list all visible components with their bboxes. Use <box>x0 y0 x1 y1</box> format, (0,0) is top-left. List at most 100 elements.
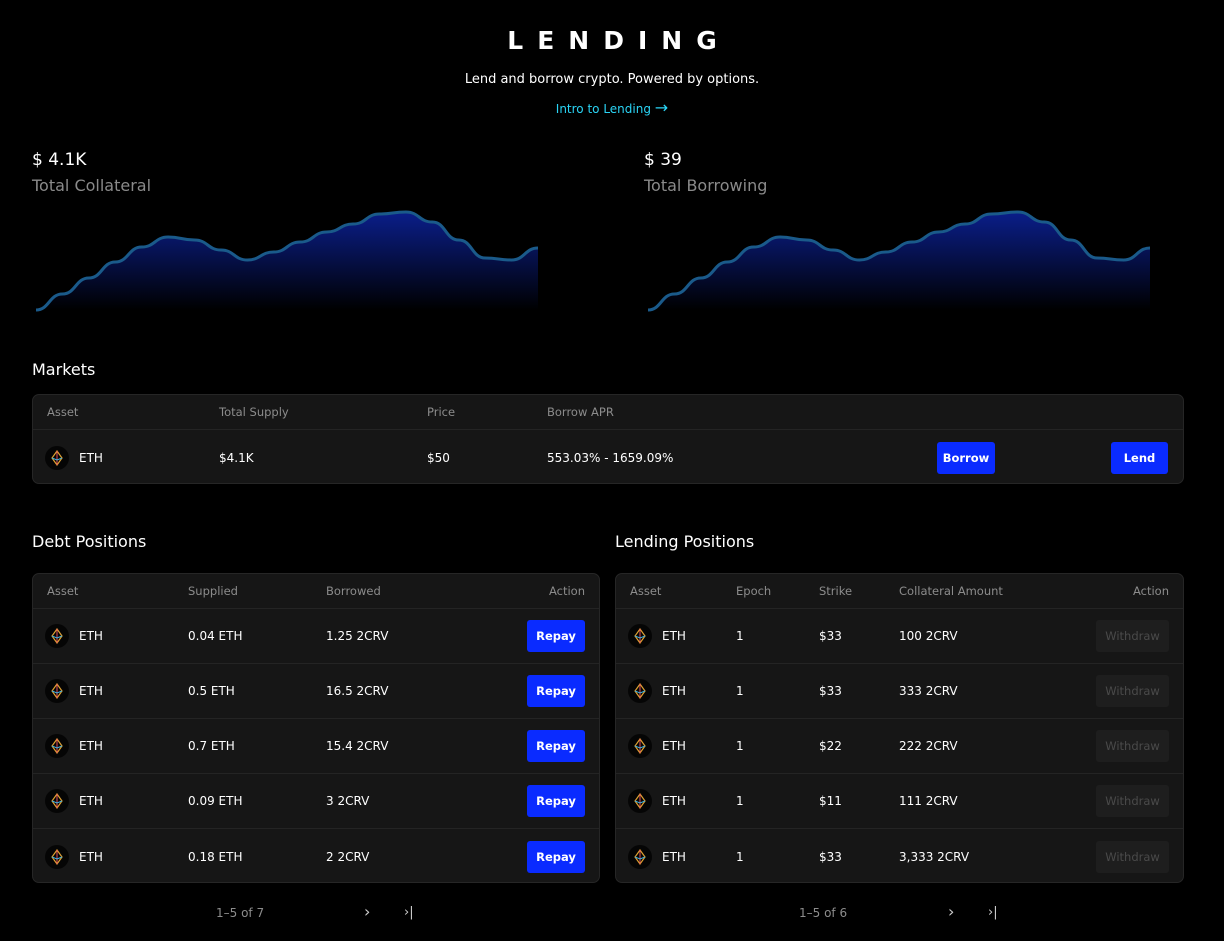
repay-button[interactable]: Repay <box>527 840 585 873</box>
strike: $33 <box>819 684 842 698</box>
stat-label: Total Collateral <box>32 176 152 195</box>
repay-button[interactable]: Repay <box>527 620 585 652</box>
withdraw-button[interactable]: Withdraw <box>1096 785 1169 817</box>
markets-table: Asset Total Supply Price Borrow APR ETH … <box>32 394 1184 484</box>
borrow-button[interactable]: Borrow <box>937 441 995 474</box>
epoch: 1 <box>736 794 744 808</box>
borrowed: 3 2CRV <box>326 794 370 808</box>
borrow-apr: 553.03% - 1659.09% <box>547 450 674 465</box>
table-row: ETH 0.04 ETH 1.25 2CRV Repay <box>33 609 599 664</box>
eth-icon <box>628 624 652 648</box>
epoch: 1 <box>736 849 744 864</box>
table-header: Asset Supplied Borrowed Action <box>33 574 599 609</box>
withdraw-button[interactable]: Withdraw <box>1096 620 1169 652</box>
col-asset: Asset <box>47 405 79 419</box>
withdraw-button[interactable]: Withdraw <box>1096 730 1169 762</box>
eth-icon <box>628 789 652 813</box>
eth-icon <box>628 734 652 758</box>
col-price: Price <box>427 405 456 419</box>
table-row: ETH $4.1K $50 553.03% - 1659.09% Borrow … <box>33 430 1183 483</box>
repay-button[interactable]: Repay <box>527 785 585 817</box>
strike: $33 <box>819 629 842 643</box>
amount: 100 2CRV <box>899 629 958 643</box>
withdraw-button[interactable]: Withdraw <box>1096 840 1169 873</box>
lend-button[interactable]: Lend <box>1111 441 1168 474</box>
eth-icon <box>628 679 652 703</box>
asset: ETH <box>662 794 686 808</box>
asset: ETH <box>662 629 686 643</box>
repay-button[interactable]: Repay <box>527 730 585 762</box>
eth-icon <box>628 844 652 869</box>
stat-total-borrowing: $ 39 Total Borrowing <box>644 150 767 195</box>
eth-icon <box>45 844 69 869</box>
table-row: ETH 1 $11 111 2CRV Withdraw <box>616 774 1183 829</box>
sparkline-line <box>35 210 539 312</box>
lending-positions-title: Lending Positions <box>615 532 755 551</box>
col-total-supply: Total Supply <box>219 405 289 419</box>
next-page-icon[interactable]: › <box>948 902 955 921</box>
col-borrowed: Borrowed <box>326 584 381 598</box>
strike: $22 <box>819 739 842 753</box>
lending-positions-table: Asset Epoch Strike Collateral Amount Act… <box>615 573 1184 883</box>
borrowing-sparkline <box>647 210 1151 312</box>
amount: 222 2CRV <box>899 739 958 753</box>
markets-title: Markets <box>32 360 96 379</box>
asset: ETH <box>662 849 686 864</box>
asset: ETH <box>662 684 686 698</box>
table-row: ETH 0.18 ETH 2 2CRV Repay <box>33 829 599 882</box>
sparkline-area <box>36 212 538 310</box>
col-asset: Asset <box>47 584 79 598</box>
table-row: ETH 1 $33 100 2CRV Withdraw <box>616 609 1183 664</box>
intro-link-label: Intro to Lending <box>555 102 651 116</box>
eth-icon <box>45 679 69 703</box>
last-page-icon[interactable]: ›| <box>404 905 414 920</box>
col-borrow-apr: Borrow APR <box>547 405 614 419</box>
epoch: 1 <box>736 684 744 698</box>
supplied: 0.18 ETH <box>188 849 243 864</box>
amount: 333 2CRV <box>899 684 958 698</box>
epoch: 1 <box>736 629 744 643</box>
asset: ETH <box>662 739 686 753</box>
col-epoch: Epoch <box>736 584 772 598</box>
asset: ETH <box>79 794 103 808</box>
debt-positions-table: Asset Supplied Borrowed Action ETH 0.04 E… <box>32 573 600 883</box>
table-header: Asset Total Supply Price Borrow APR <box>33 395 1183 430</box>
price: $50 <box>427 450 450 465</box>
table-row: ETH 0.09 ETH 3 2CRV Repay <box>33 774 599 829</box>
sparkline-line <box>647 210 1151 312</box>
table-row: ETH 1 $33 333 2CRV Withdraw <box>616 664 1183 719</box>
col-action: Action <box>1132 584 1169 598</box>
strike: $11 <box>819 794 842 808</box>
arrow-right-icon: → <box>654 98 669 117</box>
stat-value: $ 39 <box>644 150 682 170</box>
col-asset: Asset <box>630 584 662 598</box>
borrowed: 15.4 2CRV <box>326 739 389 753</box>
asset: ETH <box>79 849 103 864</box>
last-page-icon[interactable]: ›| <box>988 905 998 920</box>
borrowed: 1.25 2CRV <box>326 629 389 643</box>
asset: ETH <box>79 684 103 698</box>
sparkline-area <box>648 212 1150 310</box>
table-row: ETH 1 $33 3,333 2CRV Withdraw <box>616 829 1183 882</box>
amount: 111 2CRV <box>899 794 958 808</box>
col-action: Action <box>548 584 585 598</box>
eth-icon <box>45 445 69 470</box>
repay-button[interactable]: Repay <box>527 675 585 707</box>
withdraw-button[interactable]: Withdraw <box>1096 675 1169 707</box>
eth-icon <box>45 624 69 648</box>
stat-label: Total Borrowing <box>644 176 768 195</box>
col-collateral-amount: Collateral Amount <box>899 584 1003 598</box>
table-header: Asset Epoch Strike Collateral Amount Act… <box>616 574 1183 609</box>
supplied: 0.5 ETH <box>188 684 235 698</box>
strike: $33 <box>819 849 842 864</box>
table-row: ETH 0.7 ETH 15.4 2CRV Repay <box>33 719 599 774</box>
stat-total-collateral: $ 4.1K Total Collateral <box>32 150 151 195</box>
asset: ETH <box>79 629 103 643</box>
page-title: LENDING <box>507 26 731 55</box>
next-page-icon[interactable]: › <box>364 902 371 921</box>
table-row: ETH 0.5 ETH 16.5 2CRV Repay <box>33 664 599 719</box>
intro-link[interactable]: Intro to Lending → <box>0 98 1224 117</box>
total-supply: $4.1K <box>219 450 254 465</box>
eth-icon <box>45 789 69 813</box>
amount: 3,333 2CRV <box>899 849 970 864</box>
